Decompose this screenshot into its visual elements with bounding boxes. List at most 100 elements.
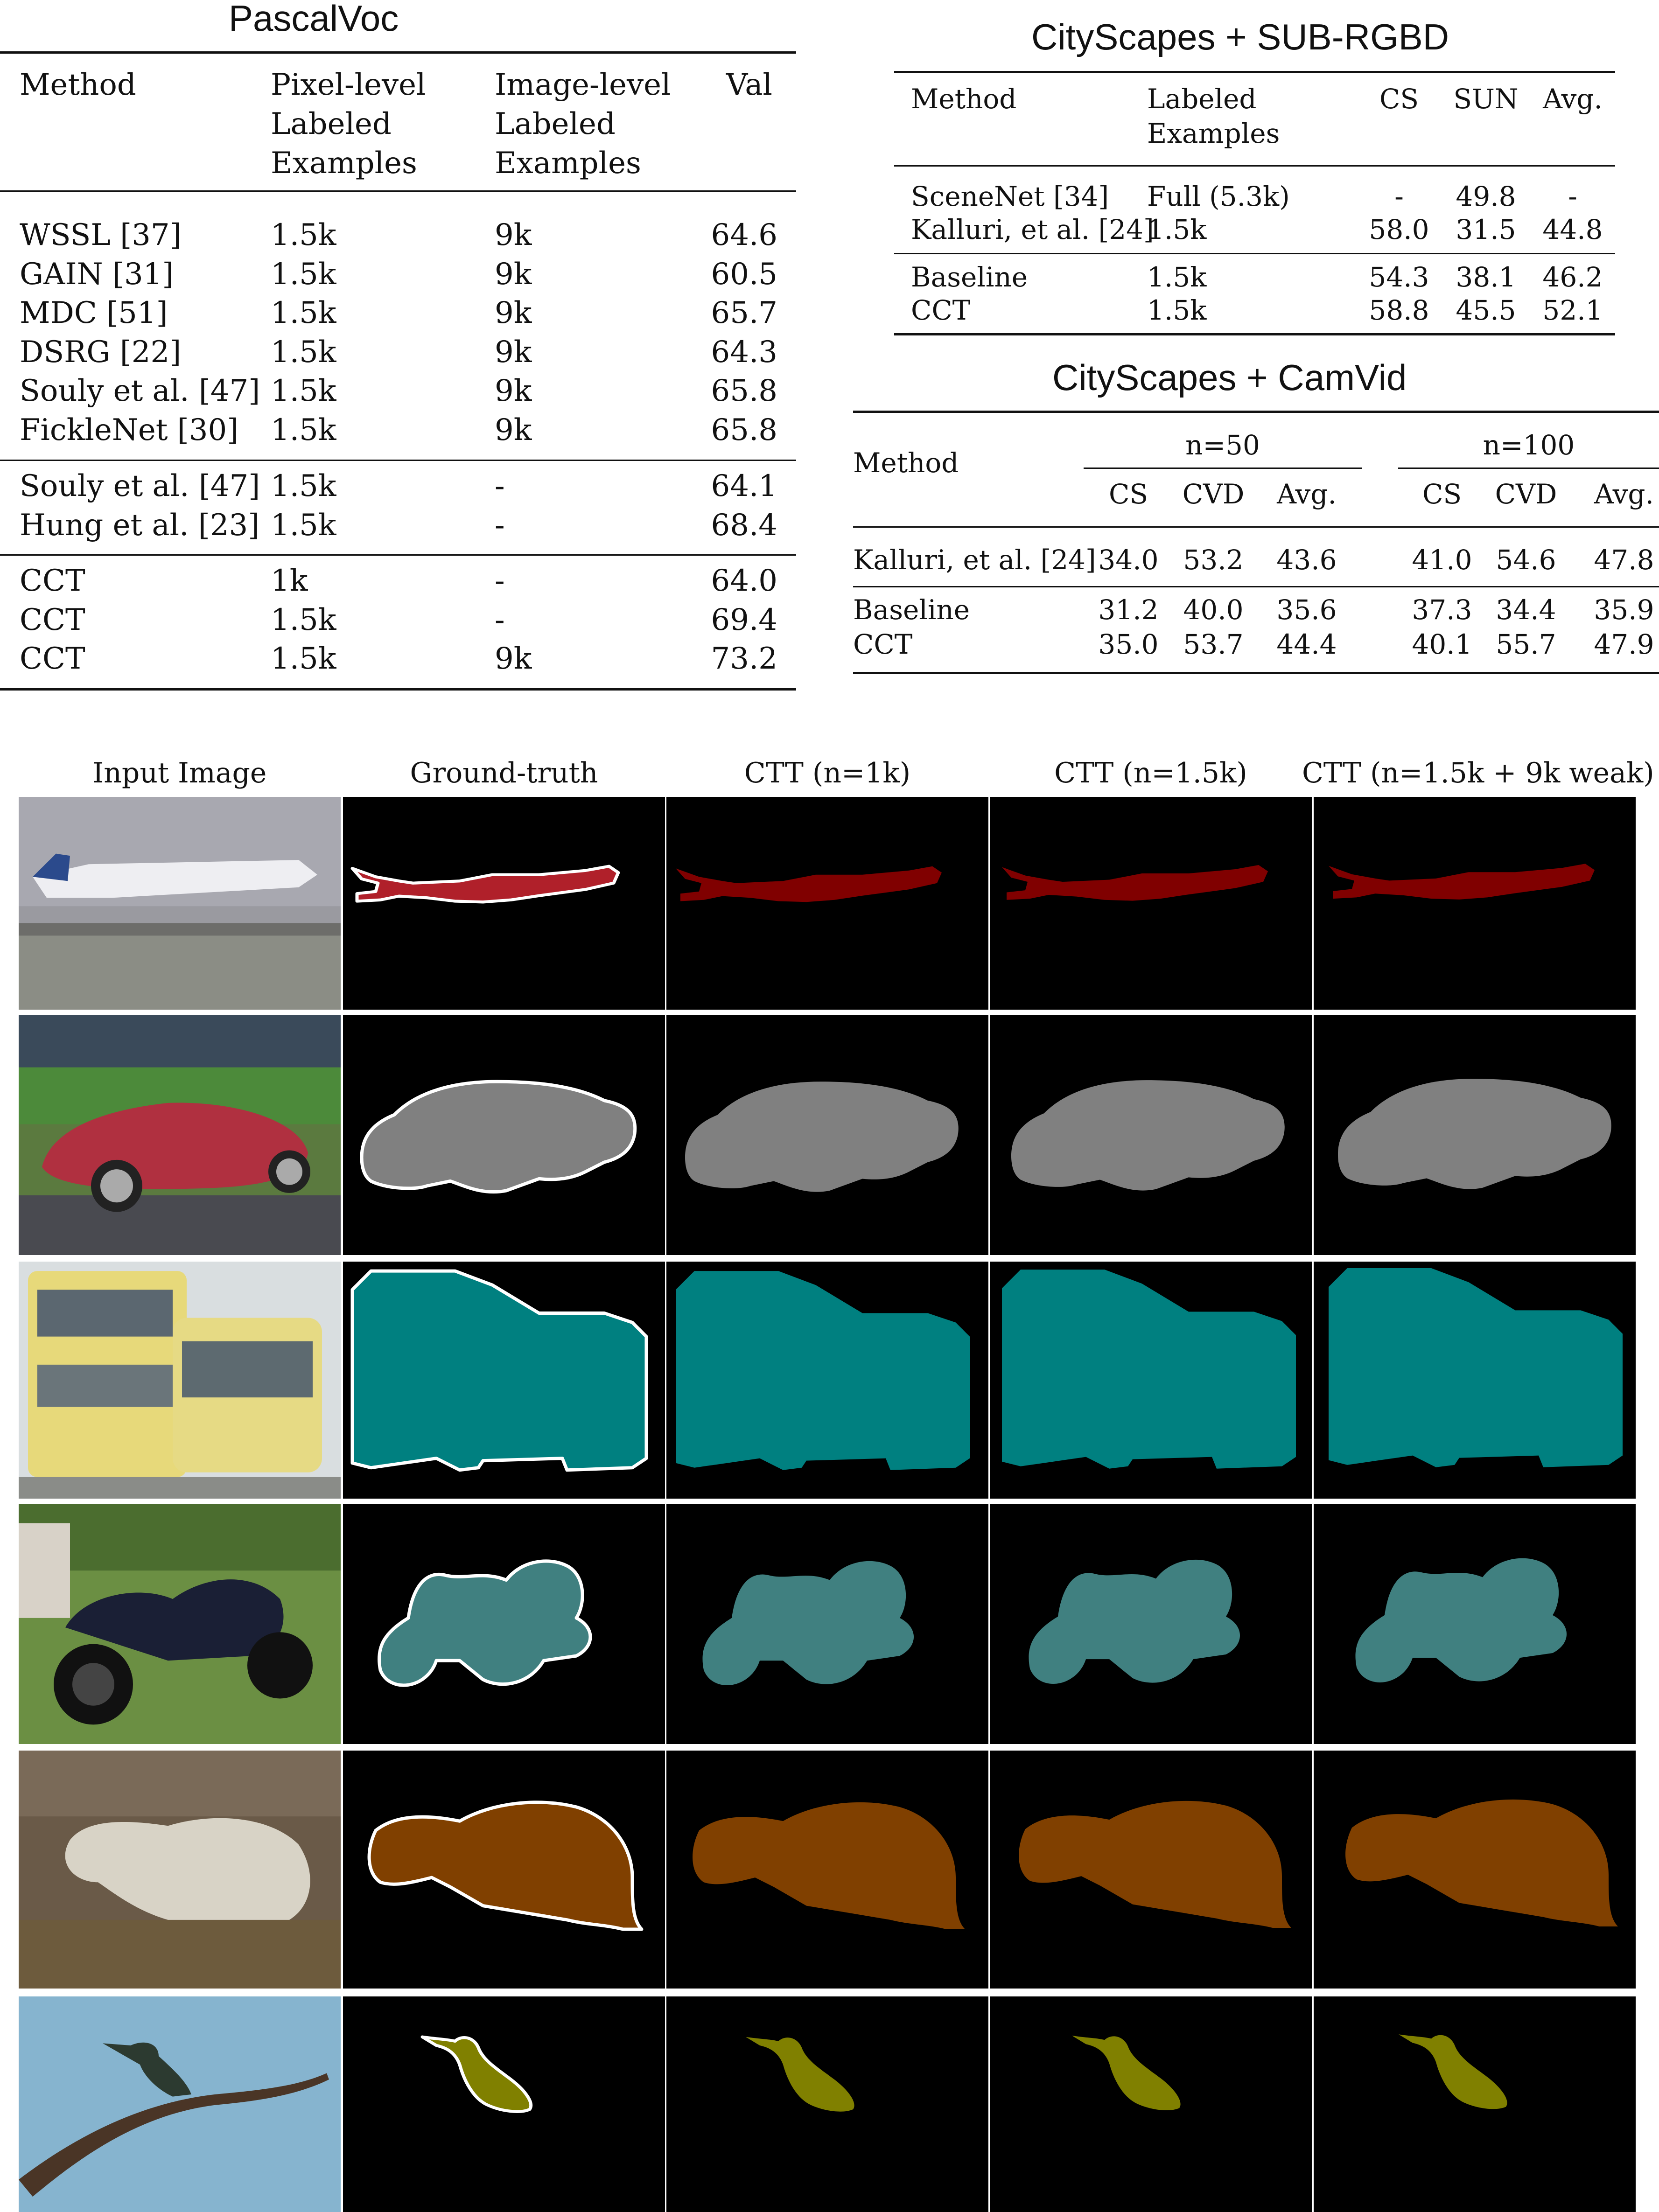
pascal-bottom-rule: [0, 688, 796, 691]
pascal-method-cell: DSRG [22]: [20, 335, 182, 370]
sun-avg-cell: 46.2: [1542, 261, 1603, 293]
sun-header-sun: SUN: [1453, 83, 1519, 115]
column-title-input: Input Image: [92, 757, 267, 789]
figure-tile-bus-ground-truth: [343, 1262, 665, 1499]
pascal-val-cell: 64.0: [711, 564, 778, 598]
camvid-value-cell: 43.6: [1276, 544, 1337, 576]
pascal-method-cell: CCT: [20, 564, 85, 598]
pascal-image-cell: 9k: [495, 335, 532, 370]
figure-tile-image: [19, 1996, 341, 2212]
camvid-value-cell: 34.0: [1098, 544, 1159, 576]
camvid-value-cell: 53.2: [1183, 544, 1244, 576]
camvid-n50-underline: [1084, 468, 1362, 469]
figure-tile-sheep-ground-truth: [343, 1751, 665, 1989]
figure-tile-image: [1314, 797, 1636, 1010]
camvid-value-cell: 41.0: [1412, 544, 1472, 576]
figure-tile-aeroplane-ctt-1k: [666, 797, 988, 1010]
figure-tile-motorbike-input: [19, 1504, 341, 1744]
sun-header-labeled-1: Labeled: [1147, 83, 1257, 115]
camvid-value-cell: 37.3: [1412, 594, 1472, 626]
figure-tile-image: [343, 1015, 665, 1255]
pascal-method-cell: CCT: [20, 642, 85, 676]
figure-tile-bus-input: [19, 1262, 341, 1499]
figure-tile-image: [990, 1996, 1312, 2212]
figure-tile-bus-ctt-1-5k-9k-weak: [1314, 1262, 1636, 1499]
camvid-value-cell: 31.2: [1098, 594, 1159, 626]
pascal-pixel-cell: 1.5k: [271, 413, 336, 447]
figure-tile-image: [1314, 1751, 1636, 1989]
pascal-pixel-cell: 1.5k: [271, 603, 336, 637]
camvid-header-method: Method: [853, 447, 959, 479]
figure-tile-image: [1314, 1996, 1636, 2212]
pascal-pixel-cell: 1.5k: [271, 469, 336, 503]
figure-tile-sheep-ctt-1k: [666, 1751, 988, 1989]
sun-cs-cell: -: [1394, 181, 1404, 212]
camvid-value-cell: 44.4: [1276, 628, 1337, 660]
pascal-image-cell: 9k: [495, 218, 532, 252]
pascal-image-cell: -: [495, 564, 505, 598]
figure-tile-car-ctt-1-5k-9k-weak: [1314, 1015, 1636, 1255]
pascal-pixel-cell: 1.5k: [271, 374, 336, 408]
pascal-header-pixel-3: Examples: [271, 146, 417, 181]
sun-avg-cell: 44.8: [1542, 214, 1603, 245]
camvid-value-cell: 47.8: [1594, 544, 1654, 576]
pascal-val-cell: 64.6: [711, 218, 778, 252]
pascal-pixel-cell: 1.5k: [271, 335, 336, 370]
camvid-header-n100: n=100: [1483, 429, 1575, 461]
column-title-ctt-1-5k: CTT (n=1.5k): [1054, 757, 1247, 789]
pascal-image-cell: -: [495, 469, 505, 503]
pascal-header-pixel-1: Pixel-level: [271, 68, 426, 102]
sun-sun-cell: 45.5: [1456, 294, 1516, 326]
sun-method-cell: Baseline: [911, 261, 1028, 293]
figure-tile-motorbike-ctt-1-5k-9k-weak: [1314, 1504, 1636, 1744]
figure-tile-image: [666, 1751, 988, 1989]
camvid-value-cell: 34.4: [1496, 594, 1556, 626]
pascal-image-cell: 9k: [495, 257, 532, 292]
sun-labeled-cell: 1.5k: [1147, 214, 1207, 245]
figure-tile-motorbike-ctt-1k: [666, 1504, 988, 1744]
pascal-image-cell: 9k: [495, 642, 532, 676]
figure-tile-car-ctt-1k: [666, 1015, 988, 1255]
figure-tile-image: [19, 1504, 341, 1744]
figure-tile-bus-ctt-1-5k: [990, 1262, 1312, 1499]
figure-tile-image: [343, 1262, 665, 1499]
pascal-top-rule: [0, 51, 796, 54]
figure-tile-aeroplane-input: [19, 797, 341, 1010]
figure-tile-image: [1314, 1262, 1636, 1499]
figure-tile-image: [666, 797, 988, 1010]
figure-tile-motorbike-ctt-1-5k: [990, 1504, 1312, 1744]
figure-tile-sheep-input: [19, 1751, 341, 1989]
figure-tile-image: [990, 797, 1312, 1010]
camvid-method-cell: Baseline: [853, 594, 970, 626]
figure-tile-bird-ctt-1-5k-9k-weak: [1314, 1996, 1636, 2212]
figure-tile-aeroplane-ctt-1-5k: [990, 797, 1312, 1010]
figure-tile-image: [1314, 1015, 1636, 1255]
figure-tile-image: [990, 1262, 1312, 1499]
camvid-subheader-avg: Avg.: [1277, 478, 1337, 510]
sun-header-method: Method: [911, 83, 1017, 115]
column-title-ctt-1-5k-9k-weak: CTT (n=1.5k + 9k weak): [1302, 757, 1654, 789]
figure-tile-bird-ctt-1k: [666, 1996, 988, 2212]
pascal-header-method: Method: [20, 68, 136, 102]
camvid-value-cell: 40.0: [1183, 594, 1244, 626]
figure-tile-image: [343, 797, 665, 1010]
camvid-method-cell: CCT: [853, 628, 913, 660]
camvid-value-cell: 55.7: [1496, 628, 1556, 660]
sun-sun-cell: 38.1: [1456, 261, 1516, 293]
figure-tile-image: [666, 1015, 988, 1255]
pascal-val-cell: 73.2: [711, 642, 778, 676]
figure-tile-image: [343, 1504, 665, 1744]
pascal-group-rule: [0, 460, 796, 461]
figure-tile-aeroplane-ground-truth: [343, 797, 665, 1010]
camvid-subheader-cvd: CVD: [1495, 478, 1557, 510]
sun-method-cell: SceneNet [34]: [911, 181, 1109, 212]
pascal-val-cell: 68.4: [711, 508, 778, 543]
figure-tile-bus-ctt-1k: [666, 1262, 988, 1499]
camvid-value-cell: 40.1: [1412, 628, 1472, 660]
sun-cs-cell: 58.8: [1369, 294, 1429, 326]
pascal-pixel-cell: 1.5k: [271, 257, 336, 292]
camvid-top-rule: [853, 411, 1659, 413]
pascal-image-cell: -: [495, 508, 505, 543]
figure-tile-image: [666, 1996, 988, 2212]
pascal-val-cell: 64.1: [711, 469, 778, 503]
